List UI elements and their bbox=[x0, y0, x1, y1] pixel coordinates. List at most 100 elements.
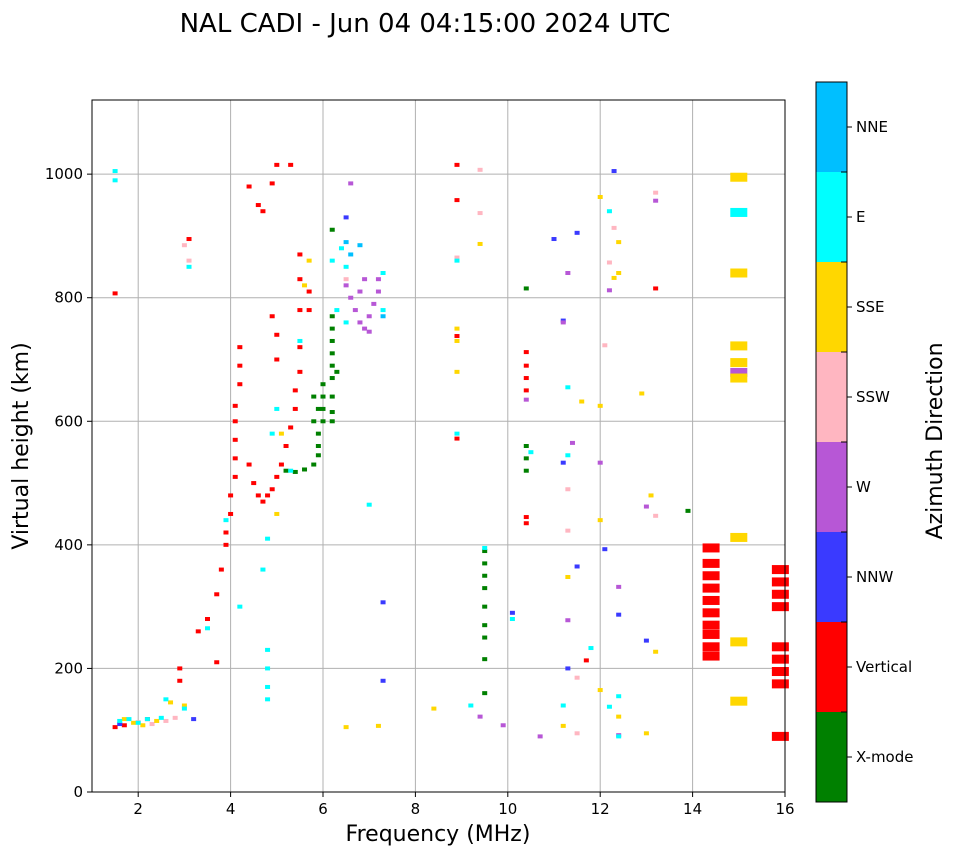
echo-point-w bbox=[348, 181, 354, 186]
echo-point-e bbox=[265, 536, 271, 541]
echo-point-sse bbox=[140, 723, 146, 728]
colorbar-segment bbox=[816, 442, 847, 532]
echo-point-nnw bbox=[616, 612, 622, 617]
echo-point-e bbox=[237, 604, 243, 609]
echo-point-e bbox=[616, 694, 622, 699]
echo-point-w bbox=[357, 289, 363, 294]
echo-point-x-mode bbox=[334, 369, 340, 374]
echo-point-vertical bbox=[218, 567, 224, 572]
y-tick-label: 0 bbox=[73, 783, 83, 801]
echo-point-x-mode bbox=[329, 419, 335, 424]
echo-point-e bbox=[338, 246, 344, 251]
echo-point-w bbox=[375, 277, 381, 282]
echo-point-x-mode bbox=[329, 314, 335, 319]
echo-point-vertical bbox=[274, 332, 280, 337]
echo-point-sse bbox=[597, 518, 603, 523]
echo-point-nnw bbox=[551, 237, 557, 242]
echo-point-vertical bbox=[292, 388, 298, 393]
echo-point-vertical bbox=[274, 162, 280, 167]
echo-point-vertical bbox=[771, 679, 789, 689]
echo-point-e bbox=[260, 567, 266, 572]
echo-point-sse bbox=[454, 326, 460, 331]
colorbar-tick-label: W bbox=[856, 478, 871, 496]
echo-point-e bbox=[565, 385, 571, 390]
echo-point-w bbox=[565, 271, 571, 275]
echo-point-nne bbox=[348, 252, 354, 257]
echo-point-w bbox=[569, 440, 575, 445]
echo-point-vertical bbox=[771, 667, 789, 677]
x-tick-label: 10 bbox=[498, 800, 517, 818]
echo-point-sse bbox=[611, 275, 617, 280]
y-tick-label: 200 bbox=[54, 659, 83, 677]
echo-point-vertical bbox=[523, 350, 529, 355]
echo-point-sse bbox=[616, 271, 622, 275]
echo-point-x-mode bbox=[320, 419, 326, 424]
echo-point-x-mode bbox=[315, 406, 321, 411]
echo-point-nnw bbox=[117, 722, 123, 727]
echo-point-vertical bbox=[454, 198, 460, 203]
echo-point-ssw bbox=[653, 513, 659, 518]
x-axis: 2 4 6 8 10 12 14 16 bbox=[133, 792, 795, 818]
echo-point-vertical bbox=[269, 487, 275, 492]
echo-point-nnw bbox=[191, 717, 197, 722]
echo-point-nnw bbox=[343, 215, 349, 220]
echo-point-x-mode bbox=[329, 227, 335, 232]
echo-point-e bbox=[274, 406, 280, 411]
echo-point-e bbox=[112, 169, 118, 174]
echo-point-sse bbox=[306, 258, 312, 263]
echo-point-x-mode bbox=[523, 468, 529, 473]
echo-point-e bbox=[265, 684, 271, 689]
colorbar-tick-label: SSW bbox=[856, 388, 890, 406]
echo-point-vertical bbox=[283, 444, 289, 448]
echo-point-x-mode bbox=[329, 338, 335, 343]
echo-point-sse bbox=[274, 511, 280, 516]
echo-point-ssw bbox=[454, 255, 460, 260]
echo-point-vertical bbox=[702, 543, 720, 553]
echo-point-vertical bbox=[306, 289, 312, 294]
echo-point-vertical bbox=[454, 162, 460, 167]
echo-point-vertical bbox=[112, 291, 118, 296]
echo-point-vertical bbox=[454, 334, 460, 339]
echo-point-nnw bbox=[560, 460, 566, 465]
echo-point-ssw bbox=[149, 722, 155, 727]
echo-point-ssw bbox=[574, 731, 580, 736]
echo-point-w bbox=[343, 283, 349, 288]
echo-point-ssw bbox=[181, 243, 187, 248]
echo-point-sse bbox=[730, 358, 748, 368]
echo-point-w bbox=[653, 198, 659, 203]
echo-point-sse bbox=[579, 399, 585, 404]
echo-point-vertical bbox=[771, 654, 789, 664]
echo-point-w bbox=[643, 504, 649, 509]
echo-point-w bbox=[565, 618, 571, 623]
echo-point-sse bbox=[616, 714, 622, 719]
x-tick-label: 2 bbox=[133, 800, 143, 818]
echo-point-x-mode bbox=[523, 456, 529, 461]
echo-point-vertical bbox=[297, 252, 303, 257]
echo-point-e bbox=[144, 717, 150, 722]
echo-point-w bbox=[616, 584, 622, 589]
echo-point-vertical bbox=[232, 419, 238, 424]
echo-point-vertical bbox=[228, 493, 234, 498]
echo-point-sse bbox=[597, 403, 603, 408]
echo-point-sse bbox=[730, 532, 748, 542]
echo-point-vertical bbox=[232, 437, 238, 442]
echo-point-vertical bbox=[274, 474, 280, 479]
echo-point-ssw bbox=[565, 487, 571, 492]
echo-point-e bbox=[343, 264, 349, 269]
x-tick-label: 14 bbox=[683, 800, 702, 818]
colorbar-frame bbox=[815, 81, 848, 803]
echo-point-vertical bbox=[288, 425, 294, 430]
echo-point-nnw bbox=[565, 666, 571, 671]
echo-point-vertical bbox=[228, 511, 234, 516]
echo-point-nnw bbox=[509, 610, 515, 615]
echo-point-vertical bbox=[702, 651, 720, 661]
echo-point-nne bbox=[380, 314, 386, 319]
echo-point-e bbox=[117, 718, 123, 723]
echo-point-sse bbox=[375, 723, 381, 728]
echo-point-sse bbox=[431, 706, 437, 711]
echo-point-vertical bbox=[771, 731, 789, 741]
echo-point-vertical bbox=[214, 592, 220, 597]
echo-point-ssw bbox=[611, 225, 617, 230]
echo-point-sse bbox=[653, 649, 659, 654]
echo-point-x-mode bbox=[329, 326, 335, 331]
